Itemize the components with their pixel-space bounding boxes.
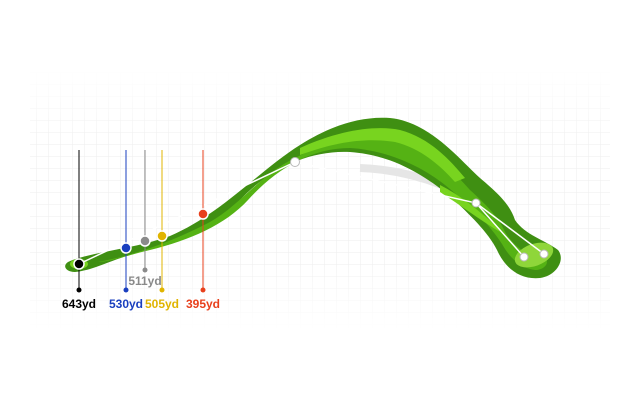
tee-position — [139, 235, 151, 247]
fairway-stripe — [440, 185, 500, 232]
tee-marker-foot — [76, 287, 82, 293]
route-point — [519, 252, 529, 262]
route-line — [475, 202, 545, 255]
tee-distance-label: 505yd — [145, 297, 179, 311]
grid-fade — [30, 70, 610, 330]
tee-distance-label: 395yd — [186, 297, 220, 311]
tee-distance-label: 643yd — [62, 297, 96, 311]
tee-distance-label: 511yd — [128, 274, 161, 288]
route-line — [78, 161, 525, 265]
tee-marker-foot — [159, 287, 165, 293]
tee-position — [73, 258, 85, 270]
tee-marker-foot — [123, 287, 129, 293]
route-point — [471, 198, 481, 208]
tee-marker-foot — [142, 267, 148, 273]
tee-position — [120, 242, 132, 254]
tee-position — [156, 230, 168, 242]
fairway-stripe — [300, 128, 465, 182]
route-point — [290, 157, 300, 167]
tee-marker-foot — [200, 287, 206, 293]
tee-distance-label: 530yd — [109, 297, 143, 311]
route-point — [539, 249, 549, 259]
tee-position — [197, 208, 209, 220]
fairway — [98, 133, 547, 270]
